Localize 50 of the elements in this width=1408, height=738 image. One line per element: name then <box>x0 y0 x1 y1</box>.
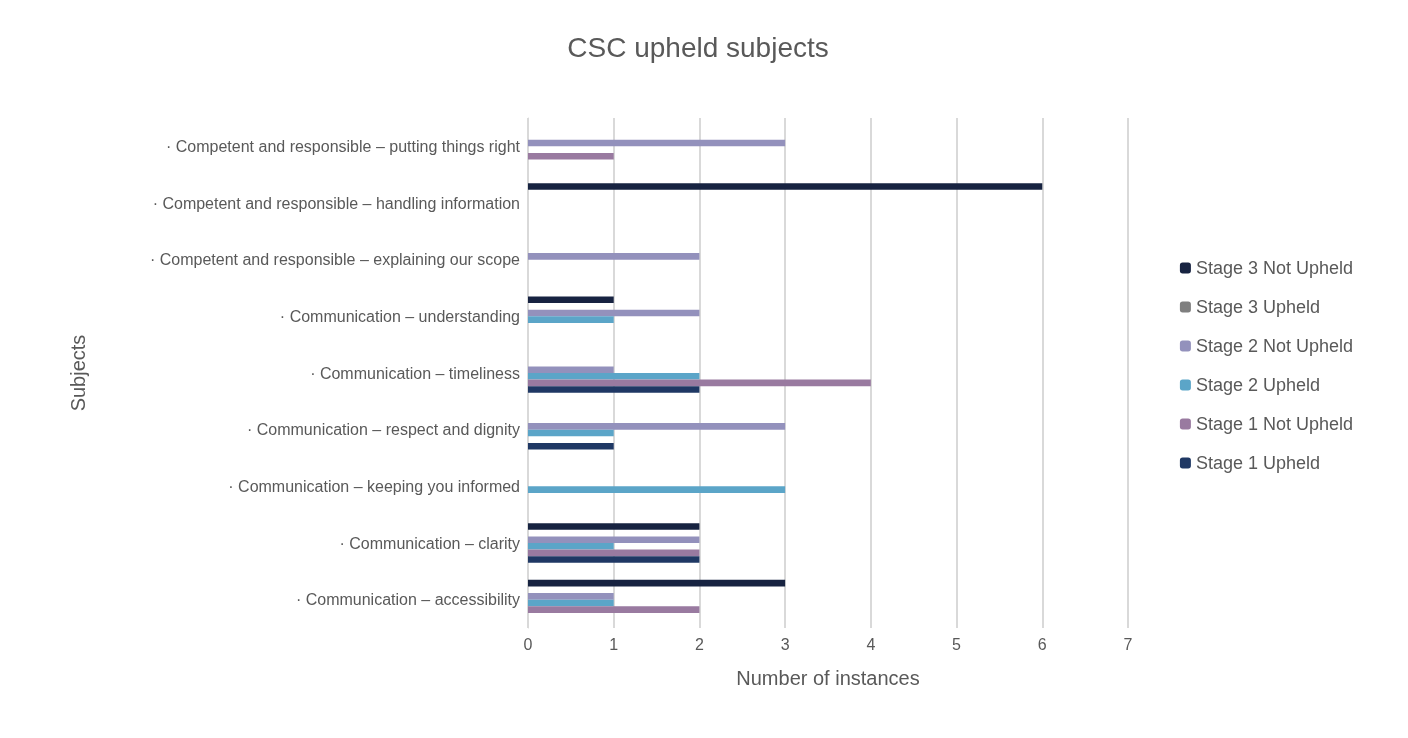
bar <box>528 536 700 543</box>
x-tick-label: 6 <box>1037 635 1047 653</box>
bar <box>528 366 614 373</box>
y-axis-title: Subjects <box>67 334 89 412</box>
bar <box>528 379 871 387</box>
bar <box>528 579 786 587</box>
y-tick-label: · Communication – keeping you informed <box>228 477 520 495</box>
bar <box>528 556 700 563</box>
x-tick-label: 0 <box>523 635 533 653</box>
bar <box>528 442 614 450</box>
bar <box>528 599 614 607</box>
bar <box>528 296 614 304</box>
x-tick-label: 7 <box>1123 635 1133 653</box>
x-axis-title: Number of instances <box>736 667 920 689</box>
bar <box>528 523 700 530</box>
x-tick-label: 1 <box>609 635 619 653</box>
legend-label: Stage 2 Not Upheld <box>1195 336 1353 356</box>
legend-label: Stage 3 Upheld <box>1195 297 1320 317</box>
bar <box>528 606 700 613</box>
y-tick-label: · Communication – clarity <box>339 534 520 552</box>
chart-title: CSC upheld subjects <box>567 31 829 63</box>
bar <box>528 543 614 550</box>
bar <box>528 152 614 160</box>
legend-label: Stage 1 Upheld <box>1195 453 1320 473</box>
bar <box>528 316 614 323</box>
bar <box>528 309 700 317</box>
y-tick-label: · Competent and responsible – putting things right <box>166 137 521 155</box>
y-tick-label: · Communication – understanding <box>279 307 520 325</box>
bar <box>528 593 614 600</box>
y-tick-label: · Communication – respect and dignity <box>246 421 520 439</box>
bar <box>528 183 1043 190</box>
x-tick-label: 3 <box>780 635 790 653</box>
bar <box>528 549 700 557</box>
y-tick-label: · Communication – accessibility <box>295 591 520 609</box>
legend-label: Stage 2 Upheld <box>1195 375 1320 395</box>
bar <box>528 386 700 393</box>
x-tick-label: 4 <box>866 635 876 653</box>
bar <box>528 139 786 147</box>
bar <box>528 253 700 260</box>
y-tick-label: · Competent and responsible – handling information <box>152 194 520 212</box>
bar <box>528 429 614 437</box>
bar <box>528 373 700 380</box>
bar <box>528 486 786 493</box>
x-tick-label: 2 <box>694 635 704 653</box>
bar <box>528 423 786 430</box>
y-tick-label: · Communication – timeliness <box>310 364 520 382</box>
x-tick-label: 5 <box>952 635 962 653</box>
legend-label: Stage 1 Not Upheld <box>1195 414 1353 434</box>
y-tick-label: · Competent and responsible – explaining our scope <box>149 251 521 269</box>
legend-label: Stage 3 Not Upheld <box>1195 258 1353 278</box>
